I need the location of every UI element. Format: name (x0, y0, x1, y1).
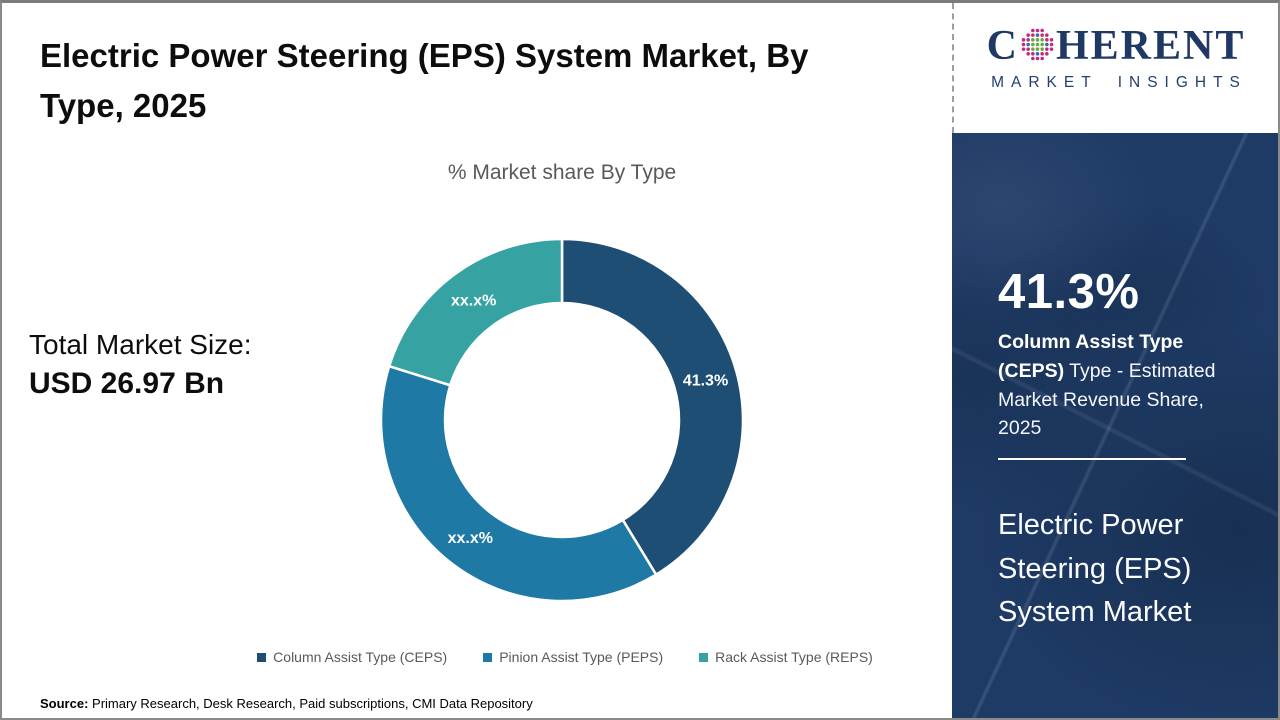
globe-dot (1040, 47, 1044, 51)
globe-dot (1035, 52, 1040, 56)
globe-dot (1026, 47, 1030, 51)
coherent-logo: C HERENT MARKET INSIGHTS (952, 3, 1278, 133)
globe-dot (1021, 42, 1026, 47)
globe-dot (1045, 42, 1049, 47)
globe-dot (1045, 33, 1049, 37)
globe-dot (1040, 52, 1044, 56)
legend-item: Column Assist Type (CEPS) (257, 649, 447, 665)
globe-dot (1040, 28, 1044, 33)
legend-label: Column Assist Type (CEPS) (273, 649, 448, 665)
segment-label: xx.x% (448, 530, 493, 547)
page-title: Electric Power Steering (EPS) System Mar… (40, 37, 809, 125)
globe-dots-icon (1021, 28, 1054, 61)
stat-value: 41.3% (998, 265, 1140, 319)
globe-dot (1031, 38, 1035, 42)
globe-dot (1040, 42, 1044, 47)
logo-subtitle: MARKET INSIGHTS (991, 74, 1247, 91)
stat-description-bold: Column Assist Type (CEPS) (998, 330, 1184, 382)
globe-dot (1040, 56, 1044, 61)
globe-dot (1021, 47, 1026, 51)
globe-dot (1026, 52, 1030, 56)
globe-dot (1045, 38, 1049, 42)
sidebar-panel-content: 41.3% Column Assist Type (CEPS) Type - E… (952, 265, 1278, 635)
globe-dot (1040, 33, 1044, 37)
globe-dot (1031, 56, 1035, 61)
globe-dot (1049, 38, 1054, 42)
logo-wordmark: C HERENT (954, 25, 1278, 67)
globe-dot (1035, 47, 1040, 51)
donut-segment (379, 364, 658, 603)
sidebar: C HERENT MARKET INSIGHTS 41.3% Column Ass… (952, 3, 1278, 718)
source-label: Source: (40, 696, 89, 711)
globe-dot (1026, 42, 1030, 47)
donut-chart: 41.3% xx.x% xx.x% (379, 237, 745, 603)
globe-dot (1035, 56, 1040, 61)
segment-label: 41.3% (683, 372, 728, 389)
globe-dot (1031, 42, 1035, 47)
stat-description-rest: Type - Estimated Market Revenue Share, 2… (998, 359, 1216, 440)
globe-dot (1031, 28, 1035, 33)
total-market-size: Total Market Size: USD 26.97 Bn (29, 327, 252, 403)
source-note: Source: Primary Research, Desk Research,… (40, 696, 533, 711)
total-market-size-value: USD 26.97 Bn (29, 367, 225, 400)
total-market-size-label: Total Market Size: (29, 329, 252, 360)
logo-letters-herent: HERENT (1055, 23, 1246, 69)
donut-segment (560, 237, 745, 577)
globe-dot (1031, 47, 1035, 51)
globe-dot (1035, 38, 1040, 42)
globe-dot (1031, 52, 1035, 56)
globe-dot (1040, 38, 1044, 42)
globe-dot (1035, 42, 1040, 47)
legend-label: Rack Assist Type (REPS) (715, 649, 873, 665)
globe-dot (1035, 28, 1040, 33)
legend-swatch-icon (257, 652, 267, 662)
segment-label: xx.x% (451, 293, 496, 310)
divider-line (998, 458, 1186, 461)
legend-swatch-icon (699, 652, 709, 662)
globe-dot (1031, 33, 1035, 37)
donut-segment (387, 237, 564, 387)
globe-dot (1026, 38, 1030, 42)
chart-subtitle: % Market share By Type (447, 161, 677, 184)
globe-dot (1049, 47, 1054, 51)
stat-description: Column Assist Type (CEPS) Type - Estimat… (998, 328, 1242, 443)
legend-item: Rack Assist Type (REPS) (699, 649, 873, 665)
globe-dot (1045, 52, 1049, 56)
source-text: Primary Research, Desk Research, Paid su… (88, 696, 533, 711)
sidebar-market-title: Electric Power Steering (EPS) System Mar… (998, 509, 1192, 629)
globe-dot (1049, 42, 1054, 47)
legend-swatch-icon (483, 652, 493, 662)
logo-letter-c: C (986, 23, 1019, 69)
globe-dot (1021, 38, 1026, 42)
globe-dot (1026, 33, 1030, 37)
chart-legend: Column Assist Type (CEPS) Pinion Assist T… (178, 649, 952, 665)
globe-dot (1035, 33, 1040, 37)
legend-item: Pinion Assist Type (PEPS) (483, 649, 663, 665)
legend-label: Pinion Assist Type (PEPS) (499, 649, 664, 665)
sidebar-panel: 41.3% Column Assist Type (CEPS) Type - E… (952, 133, 1278, 718)
main-content: Electric Power Steering (EPS) System Mar… (2, 3, 952, 718)
globe-dot (1045, 47, 1049, 51)
